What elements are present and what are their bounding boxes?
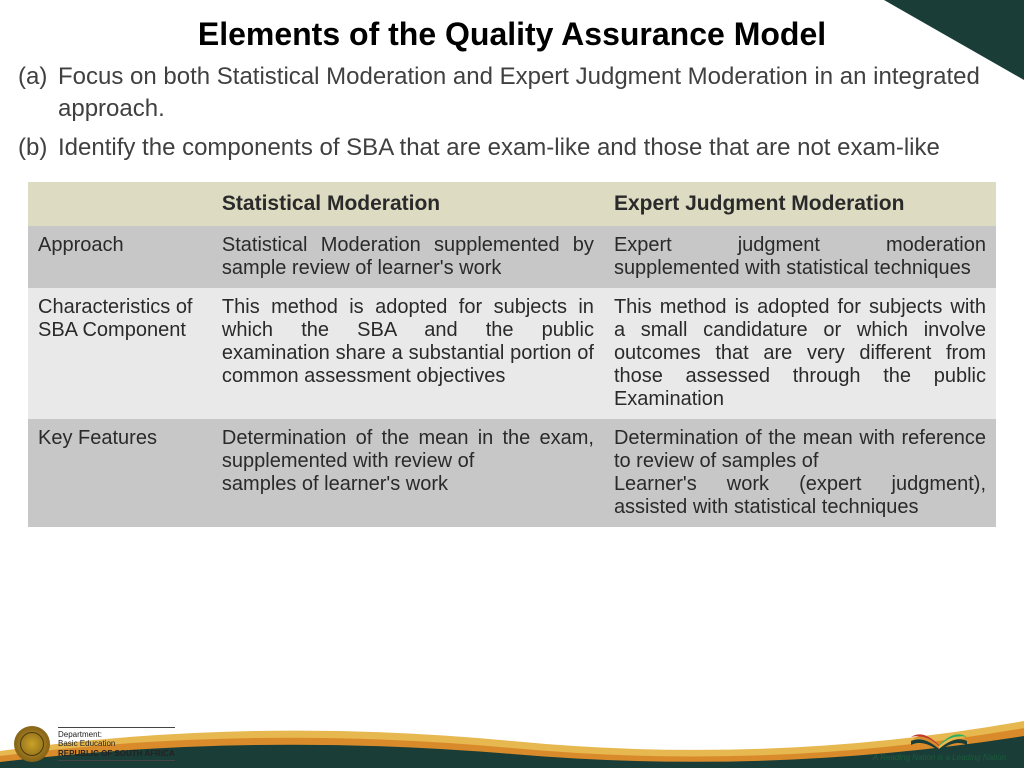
corner-decoration (884, 0, 1024, 80)
comparison-table-wrap: Statistical Moderation Expert Judgment M… (0, 182, 1024, 527)
table-header-expert: Expert Judgment Moderation (604, 182, 996, 226)
table-row: Key Features Determination of the mean i… (28, 419, 996, 527)
bullet-item: (b) Identify the components of SBA that … (18, 132, 1006, 164)
table-header-blank (28, 182, 212, 226)
coat-of-arms-icon (14, 726, 50, 762)
table-row: Characteristics of SBA Component This me… (28, 288, 996, 419)
cell: Expert judgment moderation supplemented … (604, 226, 996, 288)
bullet-text: Focus on both Statistical Moderation and… (58, 61, 1006, 126)
bullet-marker: (a) (18, 61, 58, 126)
dept-line2: Basic Education (58, 739, 175, 748)
cell: Determination of the mean in the exam, s… (212, 419, 604, 527)
row-head: Approach (28, 226, 212, 288)
dept-line1: Department: (58, 730, 175, 739)
footer: Department: Basic Education REPUBLIC OF … (0, 696, 1024, 768)
cell: This method is adopted for subjects with… (604, 288, 996, 419)
book-icon (909, 723, 969, 751)
cell: Determination of the mean with reference… (604, 419, 996, 527)
row-head: Key Features (28, 419, 212, 527)
table-header-stat: Statistical Moderation (212, 182, 604, 226)
dept-text: Department: Basic Education REPUBLIC OF … (58, 727, 175, 761)
tagline: A Reading Nation is a Leading Nation (873, 753, 1006, 762)
row-head: Characteristics of SBA Component (28, 288, 212, 419)
bullet-text: Identify the components of SBA that are … (58, 132, 1006, 164)
dept-line3: REPUBLIC OF SOUTH AFRICA (58, 749, 175, 758)
cell: Statistical Moderation supplemented by s… (212, 226, 604, 288)
page-title: Elements of the Quality Assurance Model (0, 0, 1024, 61)
comparison-table: Statistical Moderation Expert Judgment M… (28, 182, 996, 527)
dept-logo: Department: Basic Education REPUBLIC OF … (14, 726, 175, 762)
table-header-row: Statistical Moderation Expert Judgment M… (28, 182, 996, 226)
bullet-item: (a) Focus on both Statistical Moderation… (18, 61, 1006, 126)
cell: This method is adopted for subjects in w… (212, 288, 604, 419)
bullet-list: (a) Focus on both Statistical Moderation… (0, 61, 1024, 182)
reading-nation-logo: A Reading Nation is a Leading Nation (873, 723, 1006, 762)
table-row: Approach Statistical Moderation suppleme… (28, 226, 996, 288)
bullet-marker: (b) (18, 132, 58, 164)
